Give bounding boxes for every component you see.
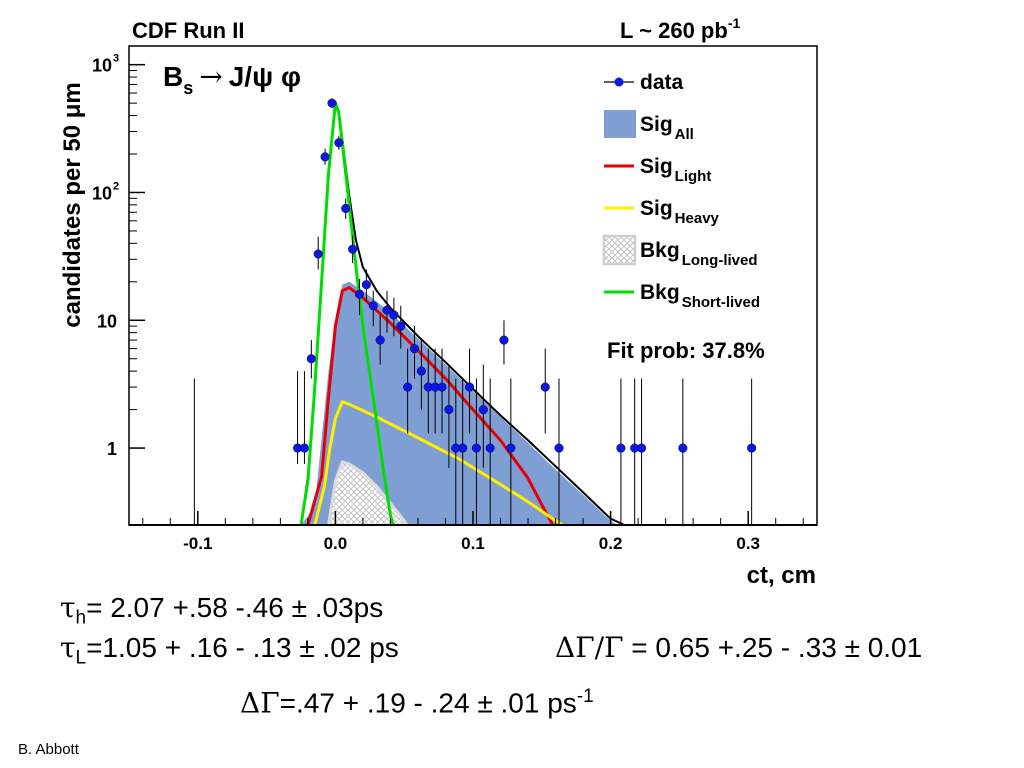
data-point xyxy=(637,443,647,453)
data-point xyxy=(348,244,358,254)
legend-swatch xyxy=(602,234,637,266)
legend-label: Bkg Long-lived xyxy=(640,239,758,269)
legend-label: Sig Light xyxy=(640,155,711,185)
data-point xyxy=(334,138,344,148)
luminosity-label: L ~ 260 pb-1 xyxy=(620,15,740,43)
data-point xyxy=(375,335,385,345)
data-point xyxy=(416,366,426,376)
data-point xyxy=(478,405,488,415)
y-tick-label: 10 xyxy=(92,183,112,203)
curve-sig_light xyxy=(306,285,555,526)
data-point xyxy=(444,405,454,415)
y-tick-exponent: 3 xyxy=(113,53,119,65)
data-point xyxy=(368,301,378,311)
curve-bkg_long xyxy=(328,461,407,525)
y-tick-exponent: 2 xyxy=(113,180,119,192)
data-point xyxy=(540,382,550,392)
data-point xyxy=(554,443,564,453)
data-point xyxy=(389,310,399,320)
legend-swatch xyxy=(614,77,624,87)
data-point xyxy=(396,321,406,331)
data-point xyxy=(409,344,420,354)
x-tick-label: 0.1 xyxy=(461,534,485,553)
curve-bkg_long_line xyxy=(327,459,409,526)
legend-label: data xyxy=(640,71,684,94)
x-tick-label: -0.1 xyxy=(183,534,212,553)
author-label: B. Abbott xyxy=(18,741,79,758)
data-point xyxy=(465,382,475,392)
data-point xyxy=(354,289,365,299)
data-point xyxy=(299,443,309,453)
tau-light-result: τL=1.05 + .16 - .13 ± .02 ps xyxy=(60,631,399,669)
data-point xyxy=(485,443,495,453)
process-label: Bs → J/ψ φ xyxy=(163,60,301,98)
data-point xyxy=(506,443,516,453)
data-point xyxy=(403,382,413,392)
x-tick-label: 0.0 xyxy=(324,534,348,553)
data-point xyxy=(437,382,447,392)
data-point xyxy=(382,305,392,315)
x-tick-label: 0.3 xyxy=(736,534,760,553)
fit-probability: Fit prob: 37.8% xyxy=(607,338,765,363)
data-point xyxy=(306,354,316,364)
data-point xyxy=(361,280,371,290)
y-tick-label: 10 xyxy=(97,311,117,331)
y-axis-title: candidates per 50 μm xyxy=(59,82,86,327)
y-tick-label: 1 xyxy=(107,439,117,459)
data-point xyxy=(313,249,323,259)
y-tick-label: 10 xyxy=(92,56,112,76)
experiment-label: CDF Run II xyxy=(132,18,244,43)
legend-label: Sig All xyxy=(640,113,694,143)
legend-label: Bkg Short-lived xyxy=(640,281,760,311)
x-axis-title: ct, cm xyxy=(747,562,816,589)
data-point xyxy=(327,98,337,108)
data-point xyxy=(341,203,351,213)
width-difference-result: ΔΓ=.47 + .19 - .24 ± .01 ps-1 xyxy=(240,686,594,720)
legend-label: Sig Heavy xyxy=(640,197,720,227)
data-point xyxy=(747,443,757,453)
data-point xyxy=(458,443,468,453)
data-points xyxy=(193,98,757,525)
data-point xyxy=(499,335,509,345)
width-ratio-result: ΔΓ/Γ = 0.65 +.25 - .33 ± 0.01 xyxy=(555,631,923,664)
legend-swatch xyxy=(604,110,636,138)
x-tick-label: 0.2 xyxy=(599,534,623,553)
data-point xyxy=(471,443,481,453)
legend: data Sig All Sig Light Sig Heavy Bkg Long-lived B… xyxy=(602,71,760,311)
data-point xyxy=(616,443,626,453)
data-point xyxy=(320,152,330,162)
tau-heavy-result: τh= 2.07 +.58 -.46 ± .03ps xyxy=(60,591,384,629)
data-point xyxy=(678,443,688,453)
